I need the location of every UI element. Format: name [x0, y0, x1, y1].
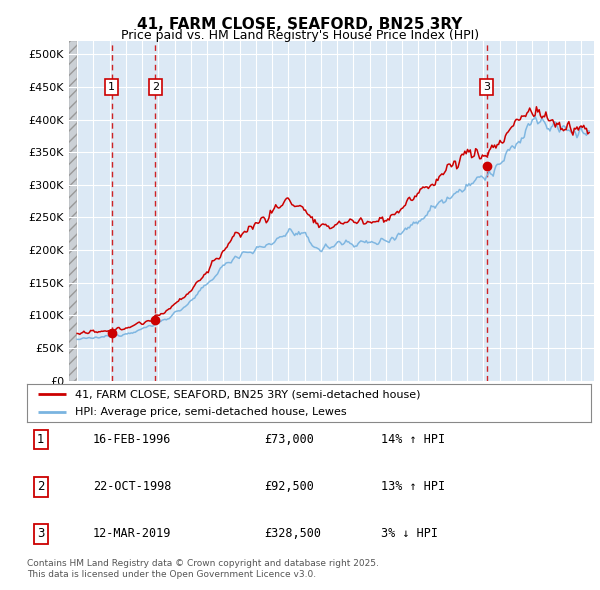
Text: 41, FARM CLOSE, SEAFORD, BN25 3RY (semi-detached house): 41, FARM CLOSE, SEAFORD, BN25 3RY (semi-… — [75, 389, 421, 399]
Text: 41, FARM CLOSE, SEAFORD, BN25 3RY: 41, FARM CLOSE, SEAFORD, BN25 3RY — [137, 17, 463, 31]
Text: 12-MAR-2019: 12-MAR-2019 — [93, 527, 172, 540]
Bar — [69, 41, 77, 381]
Text: 1: 1 — [108, 82, 115, 92]
Text: £92,500: £92,500 — [264, 480, 314, 493]
Text: 16-FEB-1996: 16-FEB-1996 — [93, 433, 172, 446]
Text: £328,500: £328,500 — [264, 527, 321, 540]
Text: 3: 3 — [37, 527, 44, 540]
Text: HPI: Average price, semi-detached house, Lewes: HPI: Average price, semi-detached house,… — [75, 407, 347, 417]
Text: Contains HM Land Registry data © Crown copyright and database right 2025.: Contains HM Land Registry data © Crown c… — [27, 559, 379, 568]
Bar — [69, 41, 77, 381]
Text: 14% ↑ HPI: 14% ↑ HPI — [381, 433, 445, 446]
Text: 3% ↓ HPI: 3% ↓ HPI — [381, 527, 438, 540]
Text: 1: 1 — [37, 433, 44, 446]
Text: 2: 2 — [152, 82, 159, 92]
Text: Price paid vs. HM Land Registry's House Price Index (HPI): Price paid vs. HM Land Registry's House … — [121, 30, 479, 42]
Text: 13% ↑ HPI: 13% ↑ HPI — [381, 480, 445, 493]
Text: £73,000: £73,000 — [264, 433, 314, 446]
Text: 22-OCT-1998: 22-OCT-1998 — [93, 480, 172, 493]
Text: 3: 3 — [483, 82, 490, 92]
Text: This data is licensed under the Open Government Licence v3.0.: This data is licensed under the Open Gov… — [27, 571, 316, 579]
Text: 2: 2 — [37, 480, 44, 493]
